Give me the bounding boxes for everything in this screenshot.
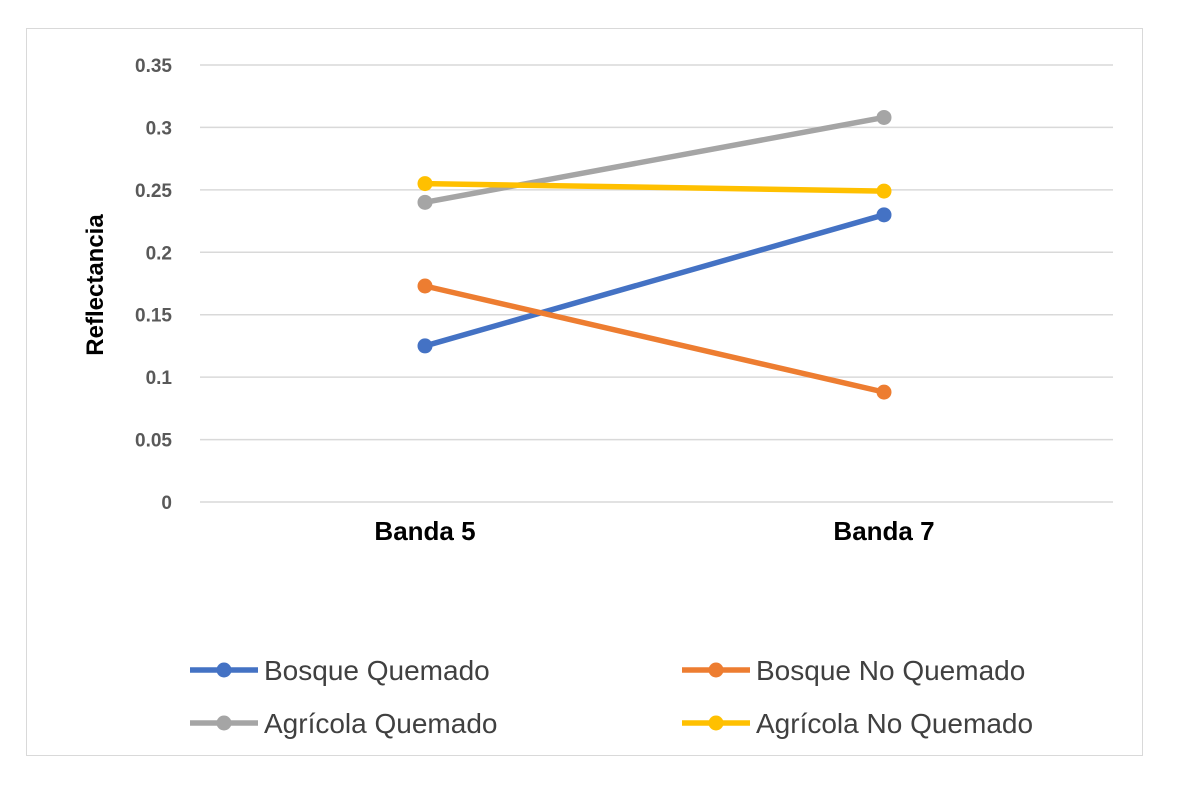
y-axis-label: Reflectancia xyxy=(82,214,109,356)
legend-swatch-marker xyxy=(216,662,232,678)
legend-item: Agrícola Quemado xyxy=(190,708,497,739)
legend-label: Bosque Quemado xyxy=(264,655,490,686)
gridlines xyxy=(200,64,1113,503)
series-line xyxy=(422,212,887,349)
data-point xyxy=(417,194,433,210)
legend-swatch-marker xyxy=(708,662,724,678)
legend-item: Bosque Quemado xyxy=(190,655,490,686)
data-point xyxy=(876,207,892,223)
y-tick-label: 0.3 xyxy=(146,118,172,139)
series-2 xyxy=(417,278,892,400)
series-4 xyxy=(417,176,892,199)
data-point xyxy=(417,338,433,354)
y-tick-label: 0.1 xyxy=(146,368,173,389)
legend: Bosque Quemado Bosque No Quemado Agrícola … xyxy=(190,655,1033,739)
legend-item: Bosque No Quemado xyxy=(682,655,1025,686)
x-tick-label: Banda 5 xyxy=(374,516,475,546)
series-line xyxy=(422,114,887,206)
y-tick-label: 0.25 xyxy=(135,181,172,202)
y-tick-label: 0.15 xyxy=(135,306,172,327)
series-group xyxy=(417,109,892,400)
legend-label: Bosque No Quemado xyxy=(756,655,1025,686)
y-tick-label: 0 xyxy=(161,493,172,514)
series-line xyxy=(422,180,887,194)
chart-frame xyxy=(26,28,1143,756)
series-3 xyxy=(417,109,892,210)
y-axis-ticks: 0 0.05 0.1 0.15 0.2 0.25 0.3 0.35 xyxy=(135,56,172,514)
series-line xyxy=(422,283,887,395)
data-point xyxy=(876,183,892,199)
legend-swatch-marker xyxy=(216,715,232,731)
legend-label: Agrícola No Quemado xyxy=(756,708,1033,739)
legend-swatch-marker xyxy=(708,715,724,731)
x-axis-ticks: Banda 5 Banda 7 xyxy=(374,516,934,546)
y-tick-label: 0.35 xyxy=(135,56,172,77)
series-1 xyxy=(417,207,892,354)
data-point xyxy=(876,109,892,125)
data-point xyxy=(876,384,892,400)
y-tick-label: 0.05 xyxy=(135,431,172,452)
data-point xyxy=(417,278,433,294)
legend-item: Agrícola No Quemado xyxy=(682,708,1033,739)
legend-label: Agrícola Quemado xyxy=(264,708,497,739)
x-tick-label: Banda 7 xyxy=(833,516,934,546)
data-point xyxy=(417,176,433,192)
y-tick-label: 0.2 xyxy=(146,243,172,264)
